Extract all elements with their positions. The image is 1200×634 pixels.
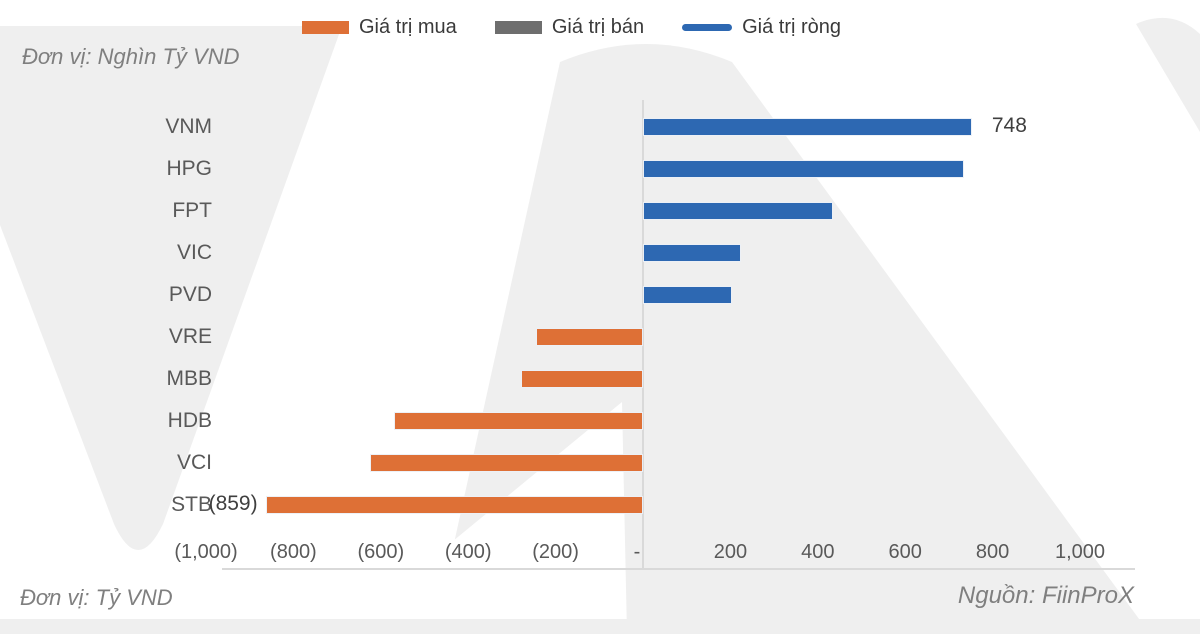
bar-pvd bbox=[644, 287, 732, 303]
category-label-vnm: VNM bbox=[165, 115, 212, 138]
x-tick-1000: 1,000 bbox=[1054, 541, 1106, 563]
bar-hpg bbox=[644, 161, 963, 177]
zero-axis-line bbox=[642, 100, 644, 568]
category-label-vic: VIC bbox=[176, 241, 212, 264]
data-label-vnm: 748 bbox=[991, 114, 1027, 137]
bar-stb bbox=[266, 497, 642, 513]
x-tick-800: 800 bbox=[975, 541, 1010, 563]
legend-label: Giá trị ròng bbox=[742, 16, 842, 38]
source-note: Nguồn: FiinProX bbox=[957, 582, 1134, 609]
legend-swatch-icon bbox=[494, 21, 542, 34]
category-label-vci: VCI bbox=[176, 451, 212, 474]
x-tick--200: (200) bbox=[532, 541, 579, 563]
legend-item-3: Giá trị ròng bbox=[682, 16, 841, 39]
category-label-stb: STB bbox=[171, 493, 212, 516]
watermark-letter-v bbox=[0, 26, 342, 550]
bar-vre bbox=[537, 329, 642, 345]
legend-label: Giá trị mua bbox=[359, 16, 457, 38]
bar-mbb bbox=[521, 371, 642, 387]
legend-swatch-icon bbox=[682, 24, 733, 31]
legend-item-2: Giá trị bán bbox=[494, 16, 645, 39]
bar-vic bbox=[644, 245, 741, 261]
legend-swatch-icon bbox=[302, 21, 349, 34]
bar-fpt bbox=[644, 203, 832, 219]
unit-note-bottom: Đơn vị: Tỷ VND bbox=[20, 585, 173, 610]
x-tick-400: 400 bbox=[801, 541, 835, 563]
category-label-hdb: HDB bbox=[167, 409, 212, 432]
x-tick-200: 200 bbox=[713, 541, 748, 563]
x-tick-600: 600 bbox=[888, 541, 922, 563]
category-label-fpt: FPT bbox=[172, 199, 212, 222]
bar-vci bbox=[371, 455, 642, 471]
x-tick--400: (400) bbox=[444, 541, 492, 563]
bar-hdb bbox=[395, 413, 642, 429]
data-label-stb: (859) bbox=[208, 492, 258, 515]
category-label-vre: VRE bbox=[168, 325, 212, 348]
legend-label: Giá trị bán bbox=[551, 16, 645, 38]
x-tick--800: (800) bbox=[270, 541, 317, 563]
legend-item-1: Giá trị mua bbox=[302, 16, 457, 39]
watermark-corner-stripe bbox=[1136, 17, 1200, 132]
x-tick--1000: (1,000) bbox=[174, 541, 238, 563]
category-label-mbb: MBB bbox=[166, 367, 212, 390]
x-axis-line bbox=[222, 568, 1135, 570]
bar-vnm bbox=[644, 119, 971, 135]
category-label-hpg: HPG bbox=[166, 157, 212, 180]
x-tick--600: (600) bbox=[357, 541, 405, 563]
watermark-bottom-strip bbox=[0, 619, 1200, 634]
x-tick-0: - bbox=[633, 541, 641, 563]
chart-legend: Giá trị mua Giá trị bán Giá trị ròng bbox=[302, 16, 841, 39]
category-label-pvd: PVD bbox=[168, 283, 212, 306]
unit-note-top: Đơn vị: Nghìn Tỷ VND bbox=[22, 44, 240, 69]
